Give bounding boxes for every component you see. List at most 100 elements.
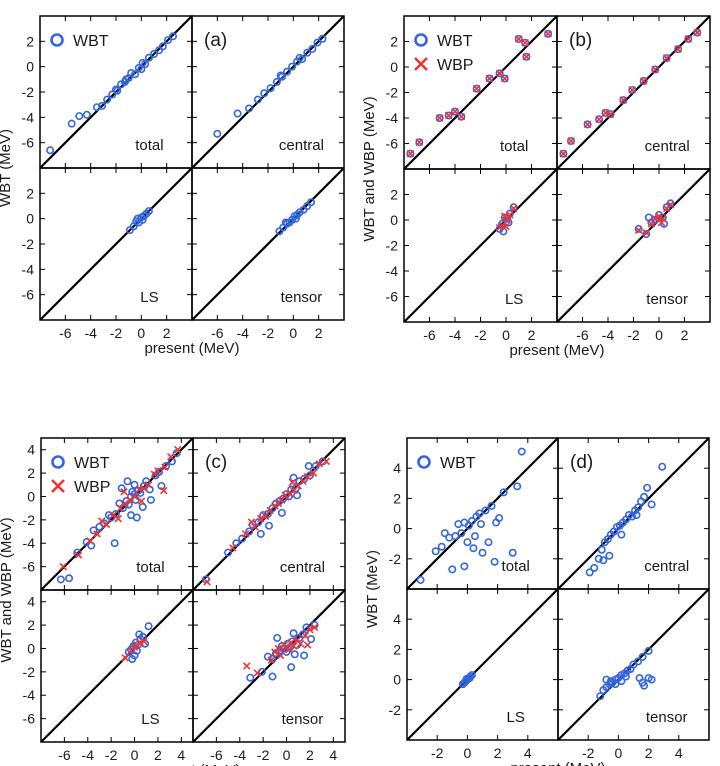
wbp-point	[310, 623, 319, 632]
wbp-point	[472, 84, 481, 93]
subplot-c-tensor: -6 -4 -2 0 2 4 tensor	[192, 589, 346, 763]
subplot-a-ls: -6 -4 -2 0 2 -6 -4 -2 0 2 LS	[22, 167, 193, 341]
wbt-point	[605, 551, 614, 560]
x-tick-label: -4	[602, 327, 615, 343]
wbt-point	[457, 529, 466, 538]
wbt-point	[169, 32, 178, 41]
x-tick-label: 2	[154, 747, 162, 763]
wbp-point	[306, 625, 314, 634]
subplot-name-label: central	[644, 558, 689, 575]
wbt-point	[146, 495, 155, 504]
wbt-point	[295, 53, 304, 62]
panel-label: (b)	[569, 30, 592, 51]
y-tick-label: -2	[23, 664, 36, 680]
series-wbp	[559, 28, 702, 158]
subplot-name-label: LS	[140, 289, 158, 306]
y-tick-label: -6	[22, 135, 35, 151]
wbp-point	[144, 481, 153, 489]
wbt-point	[643, 483, 652, 492]
wbp-point	[247, 518, 256, 526]
wbp-point	[253, 669, 262, 677]
wbt-point	[123, 477, 132, 486]
wbp-point	[278, 496, 286, 504]
wbp-point	[59, 562, 67, 571]
wbp-point	[595, 115, 603, 124]
y-tick-label: -2	[386, 238, 399, 254]
wbp-point	[203, 578, 211, 586]
subplot-b-tensor: -6 -4 -2 0 2 tensor	[556, 168, 711, 343]
wbt-point	[590, 563, 599, 572]
wbt-point	[632, 511, 641, 520]
wbp-point	[502, 222, 510, 231]
y-tick-label: 2	[390, 34, 398, 50]
wbt-point	[313, 38, 322, 47]
wbt-point	[233, 109, 242, 118]
wbp-point	[435, 114, 444, 122]
panel-label: (d)	[570, 452, 593, 473]
x-tick-label: -4	[84, 325, 97, 341]
subplot-d-ls: -2 0 2 4 -2 0 2 4 LS	[389, 588, 559, 761]
wbt-point	[495, 69, 504, 78]
y-tick-label: 4	[27, 594, 35, 610]
y-tick-label: 0	[393, 672, 401, 688]
wbt-point	[82, 110, 91, 119]
wbt-point	[246, 673, 255, 682]
wbt-point	[138, 215, 147, 224]
wbt-point	[617, 677, 626, 686]
wbt-point	[583, 120, 592, 129]
wbp-point	[140, 484, 148, 493]
legend-label: WBT	[437, 33, 473, 50]
wbt-point	[307, 198, 316, 207]
wbt-point	[224, 548, 233, 557]
wbp-point	[133, 641, 141, 649]
subplot-b-central: central	[556, 15, 711, 170]
wbp-point	[642, 228, 651, 237]
wbt-point	[599, 556, 608, 565]
wbt-point	[639, 77, 648, 86]
wbp-point	[251, 523, 259, 531]
y-tick-label: -6	[23, 559, 36, 575]
series-wbt	[458, 671, 476, 689]
wbt-point	[662, 54, 671, 63]
wbt-point	[117, 484, 126, 493]
legend-label: WBP	[74, 479, 110, 496]
wbp-point	[267, 656, 276, 664]
x-tick-label: 2	[315, 325, 323, 341]
diagonal-line	[404, 16, 557, 169]
y-tick-label: -4	[22, 109, 35, 125]
wbt-point	[666, 199, 675, 208]
wbt-point	[476, 520, 485, 529]
wbt-point	[585, 568, 594, 577]
wbt-point	[144, 53, 153, 62]
y-tick-label: -2	[22, 236, 35, 252]
y-tick-label: 2	[393, 490, 401, 506]
wbp-point	[506, 211, 514, 219]
subplot-name-label: tensor	[646, 709, 688, 726]
wbt-point	[595, 115, 604, 124]
wbp-point	[296, 640, 305, 648]
x-tick-label: -2	[257, 747, 270, 763]
wbt-point	[651, 65, 660, 74]
subplot-name-label: central	[645, 138, 690, 155]
subplot-b-ls: -6 -4 -2 0 2 -6 -4 -2 0 2 LS	[386, 168, 558, 343]
wbp-point	[544, 30, 552, 38]
x-tick-label: 0	[502, 327, 510, 343]
wbt-point	[513, 482, 522, 491]
wbp-point	[285, 645, 293, 654]
wbt-point	[263, 509, 272, 518]
wbt-point	[597, 545, 606, 554]
wbt-point	[693, 28, 702, 37]
wbp-point	[606, 110, 615, 118]
wbp-point	[457, 112, 466, 121]
wbt-point	[127, 511, 136, 520]
wbt-point	[135, 630, 144, 639]
wbt-point	[277, 508, 286, 517]
wbt-point	[602, 675, 611, 684]
wbp-point	[102, 520, 111, 529]
wbp-point	[154, 466, 162, 475]
wbt-point	[103, 95, 112, 104]
diagonal-line	[558, 589, 709, 740]
diagonal-line	[40, 168, 192, 320]
